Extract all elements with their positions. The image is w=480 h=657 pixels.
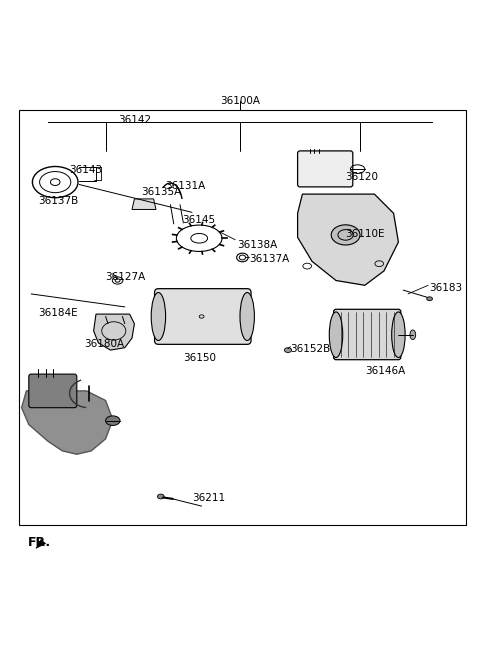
Text: 36100A: 36100A xyxy=(220,96,260,106)
Polygon shape xyxy=(94,314,134,350)
Text: 36120: 36120 xyxy=(346,173,379,183)
Ellipse shape xyxy=(410,330,416,340)
FancyBboxPatch shape xyxy=(29,374,77,408)
Text: 36131A: 36131A xyxy=(166,181,206,191)
Text: 36142: 36142 xyxy=(118,115,151,125)
Text: 36150: 36150 xyxy=(183,353,216,363)
Polygon shape xyxy=(298,194,398,285)
Ellipse shape xyxy=(151,292,166,340)
Ellipse shape xyxy=(331,225,360,245)
Text: 36146A: 36146A xyxy=(365,366,405,376)
Ellipse shape xyxy=(329,312,343,357)
Polygon shape xyxy=(36,539,46,549)
Text: 36183: 36183 xyxy=(430,283,463,293)
Text: 36127A: 36127A xyxy=(106,272,146,282)
FancyBboxPatch shape xyxy=(334,309,401,359)
Text: 36180A: 36180A xyxy=(84,339,124,349)
Text: 36211: 36211 xyxy=(192,493,225,503)
Text: 36135A: 36135A xyxy=(142,187,182,197)
Ellipse shape xyxy=(240,292,254,340)
Ellipse shape xyxy=(284,348,292,353)
Polygon shape xyxy=(132,199,156,210)
FancyBboxPatch shape xyxy=(155,288,251,344)
Ellipse shape xyxy=(427,297,432,301)
Ellipse shape xyxy=(106,416,120,426)
Text: 36184E: 36184E xyxy=(38,308,78,318)
Text: 36137B: 36137B xyxy=(38,196,79,206)
Text: 36138A: 36138A xyxy=(238,240,278,250)
Text: FR.: FR. xyxy=(28,536,51,549)
Text: 36110E: 36110E xyxy=(346,229,385,239)
Text: 36137A: 36137A xyxy=(250,254,290,264)
Ellipse shape xyxy=(392,312,405,357)
Polygon shape xyxy=(22,391,113,454)
Text: 36143: 36143 xyxy=(70,166,103,175)
Text: 36145: 36145 xyxy=(182,215,216,225)
FancyBboxPatch shape xyxy=(298,151,353,187)
Ellipse shape xyxy=(157,494,164,499)
Bar xyxy=(19,110,466,526)
Text: 36152B: 36152B xyxy=(290,344,331,354)
